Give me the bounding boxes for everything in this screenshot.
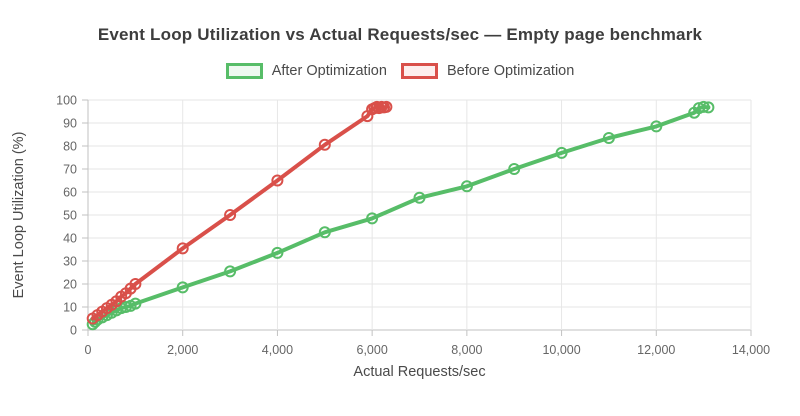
y-tick-label: 0 — [70, 324, 77, 338]
y-tick-label: 30 — [63, 255, 77, 269]
chart-title: Event Loop Utilization vs Actual Request… — [97, 25, 703, 44]
data-point-marker — [413, 191, 426, 204]
legend-swatch-after — [225, 63, 263, 79]
y-tick-label: 10 — [63, 301, 77, 315]
y-tick-label: 100 — [56, 94, 77, 108]
data-point-marker — [318, 138, 331, 151]
data-point-marker — [271, 174, 284, 187]
legend-label-before: Before Optimization — [446, 63, 575, 79]
data-point-marker — [508, 163, 521, 175]
data-point-marker — [176, 242, 189, 255]
y-tick-label: 50 — [63, 209, 77, 223]
y-tick-label: 40 — [63, 232, 77, 246]
x-tick-label: 0 — [85, 343, 92, 357]
legend-label-after: After Optimization — [271, 63, 387, 79]
x-tick-label: 12,000 — [637, 343, 675, 357]
data-point-marker — [176, 281, 189, 294]
data-point-marker — [650, 120, 663, 133]
x-tick-label: 4,000 — [262, 343, 293, 357]
data-point-marker — [366, 212, 379, 225]
data-point-marker — [380, 100, 393, 113]
y-tick-label: 20 — [63, 278, 77, 292]
data-point-marker — [129, 278, 142, 290]
y-tick-label: 60 — [63, 186, 77, 200]
data-point-marker — [702, 101, 715, 114]
legend-item-before[interactable]: Before Optimization — [400, 63, 575, 79]
legend-swatch-before — [400, 63, 438, 79]
x-tick-label: 10,000 — [542, 343, 580, 357]
data-point-marker — [224, 209, 237, 221]
data-point-marker — [129, 297, 142, 310]
data-point-marker — [555, 146, 568, 159]
data-point-marker — [602, 132, 615, 144]
x-tick-label: 14,000 — [732, 343, 770, 357]
x-tick-label: 6,000 — [357, 343, 388, 357]
data-point-marker — [697, 100, 710, 113]
x-axis-title: Actual Requests/sec — [353, 364, 486, 380]
x-tick-label: 8,000 — [451, 343, 482, 357]
y-tick-label: 90 — [63, 117, 77, 131]
y-axis-title: Event Loop Utilization (%) — [11, 131, 27, 299]
data-point-marker — [224, 265, 237, 278]
data-point-marker — [271, 246, 284, 259]
y-tick-label: 70 — [63, 163, 77, 177]
y-tick-label: 80 — [63, 140, 77, 154]
chart-legend: After Optimization Before Optimization — [0, 63, 800, 79]
legend-item-after[interactable]: After Optimization — [225, 63, 387, 79]
x-tick-label: 2,000 — [167, 343, 198, 357]
series-line-before-optimization — [90, 104, 389, 321]
data-point-marker — [460, 180, 473, 193]
data-point-marker — [318, 226, 331, 239]
